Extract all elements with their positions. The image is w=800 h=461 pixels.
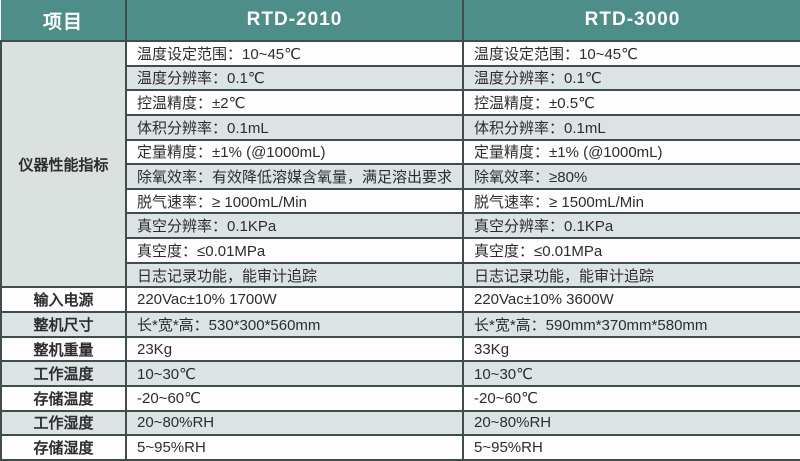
column-header-rtd2010: RTD-2010 [125,0,464,42]
spec-rtd2010-storage-humidity: 5~95%RH [125,434,464,461]
table-row: 控温精度：±2℃ 控温精度：±0.5℃ [1,89,800,116]
spec-rtd3000-working-temp: 10~30℃ [462,360,800,387]
header-row: 项目 RTD-2010 RTD-3000 [1,0,800,42]
spec-rtd2010-storage-temp: -20~60℃ [125,384,464,412]
perf-rtd3000-dosing-accuracy: 定量精度：±1% (@1000mL) [462,138,800,166]
table-row: 定量精度：±1% (@1000mL) 定量精度：±1% (@1000mL) [1,138,800,166]
table-row: 工作温度 10~30℃ 10~30℃ [0,360,800,387]
perf-rtd2010-temp-range: 温度设定范围：10~45℃ [125,40,464,67]
table-row: 输入电源 220Vac±10% 1700W 220Vac±10% 3600W [0,286,800,314]
spec-rtd2010-working-humidity: 20~80%RH [125,409,464,437]
perf-rtd2010-audit-trail: 日志记录功能，能审计追踪 [125,261,464,289]
spec-label-power: 输入电源 [0,286,127,314]
perf-rtd2010-vacuum-degree: 真空度：≤0.01MPa [125,237,464,264]
perf-rtd3000-deoxygen-efficiency: 除氧效率：≥80% [462,163,800,190]
perf-rtd3000-vacuum-resolution: 真空分辨率：0.1KPa [462,212,800,240]
table-row: 温度分辨率：0.1℃ 温度分辨率：0.1℃ [1,64,800,92]
perf-rtd3000-temp-accuracy: 控温精度：±0.5℃ [462,89,800,116]
table-row: 存储温度 -20~60℃ -20~60℃ [0,384,800,412]
spec-label-working-humidity: 工作湿度 [0,409,127,437]
spec-label-working-temp: 工作温度 [0,360,127,387]
column-header-rtd3000: RTD-3000 [462,0,800,42]
spec-rtd2010-power: 220Vac±10% 1700W [125,286,464,314]
perf-rtd2010-dosing-accuracy: 定量精度：±1% (@1000mL) [125,138,464,166]
table-row: 体积分辨率：0.1mL 体积分辨率：0.1mL [1,113,800,141]
perf-rtd3000-volume-resolution: 体积分辨率：0.1mL [462,113,800,141]
column-header-item: 项目 [1,0,127,42]
perf-rtd2010-temp-resolution: 温度分辨率：0.1℃ [125,64,464,92]
performance-group-label: 仪器性能指标 [0,39,127,289]
spec-rtd2010-working-temp: 10~30℃ [125,360,464,387]
table-row: 工作湿度 20~80%RH 20~80%RH [0,409,800,437]
table-row: 除氧效率：有效降低溶媒含氧量，满足溶出要求 除氧效率：≥80% [1,163,800,190]
perf-rtd2010-volume-resolution: 体积分辨率：0.1mL [125,113,464,141]
table-row: 存储湿度 5~95%RH 5~95%RH [0,434,800,461]
perf-rtd3000-vacuum-degree: 真空度：≤0.01MPa [462,237,800,264]
perf-rtd3000-audit-trail: 日志记录功能，能审计追踪 [462,261,800,289]
table-row: 真空度：≤0.01MPa 真空度：≤0.01MPa [1,237,800,264]
perf-rtd2010-temp-accuracy: 控温精度：±2℃ [125,89,464,116]
spec-rtd3000-power: 220Vac±10% 3600W [462,286,800,314]
spec-label-storage-temp: 存储温度 [0,384,127,412]
table-row: 日志记录功能，能审计追踪 日志记录功能，能审计追踪 [1,261,800,289]
table-row: 整机尺寸 长*宽*高：530*300*560mm 长*宽*高：590mm*370… [0,311,800,338]
table-row: 整机重量 23Kg 33Kg [0,335,800,363]
perf-rtd3000-degassing-rate: 脱气速率：≥ 1500mL/Min [462,187,800,215]
spec-label-weight: 整机重量 [0,335,127,363]
table-row: 仪器性能指标 温度设定范围：10~45℃ 温度设定范围：10~45℃ [0,39,800,289]
spec-rtd2010-dimensions: 长*宽*高：530*300*560mm [125,311,464,338]
spec-label-storage-humidity: 存储湿度 [0,434,127,461]
perf-rtd2010-vacuum-resolution: 真空分辨率：0.1KPa [125,212,464,240]
spec-label-dimensions: 整机尺寸 [0,311,127,338]
perf-rtd3000-temp-resolution: 温度分辨率：0.1℃ [462,64,800,92]
spec-rtd3000-dimensions: 长*宽*高：590mm*370mm*580mm [462,311,800,338]
spec-rtd3000-storage-humidity: 5~95%RH [462,434,800,461]
spec-rtd3000-storage-temp: -20~60℃ [462,384,800,412]
spec-rtd3000-weight: 33Kg [462,335,800,363]
perf-rtd2010-deoxygen-efficiency: 除氧效率：有效降低溶媒含氧量，满足溶出要求 [125,163,464,190]
table-row: 脱气速率：≥ 1000mL/Min 脱气速率：≥ 1500mL/Min [1,187,800,215]
spec-rtd2010-weight: 23Kg [125,335,464,363]
perf-rtd2010-degassing-rate: 脱气速率：≥ 1000mL/Min [125,187,464,215]
table-row: 真空分辨率：0.1KPa 真空分辨率：0.1KPa [1,212,800,240]
spec-rtd3000-working-humidity: 20~80%RH [462,409,800,437]
perf-rtd3000-temp-range: 温度设定范围：10~45℃ [462,40,800,67]
